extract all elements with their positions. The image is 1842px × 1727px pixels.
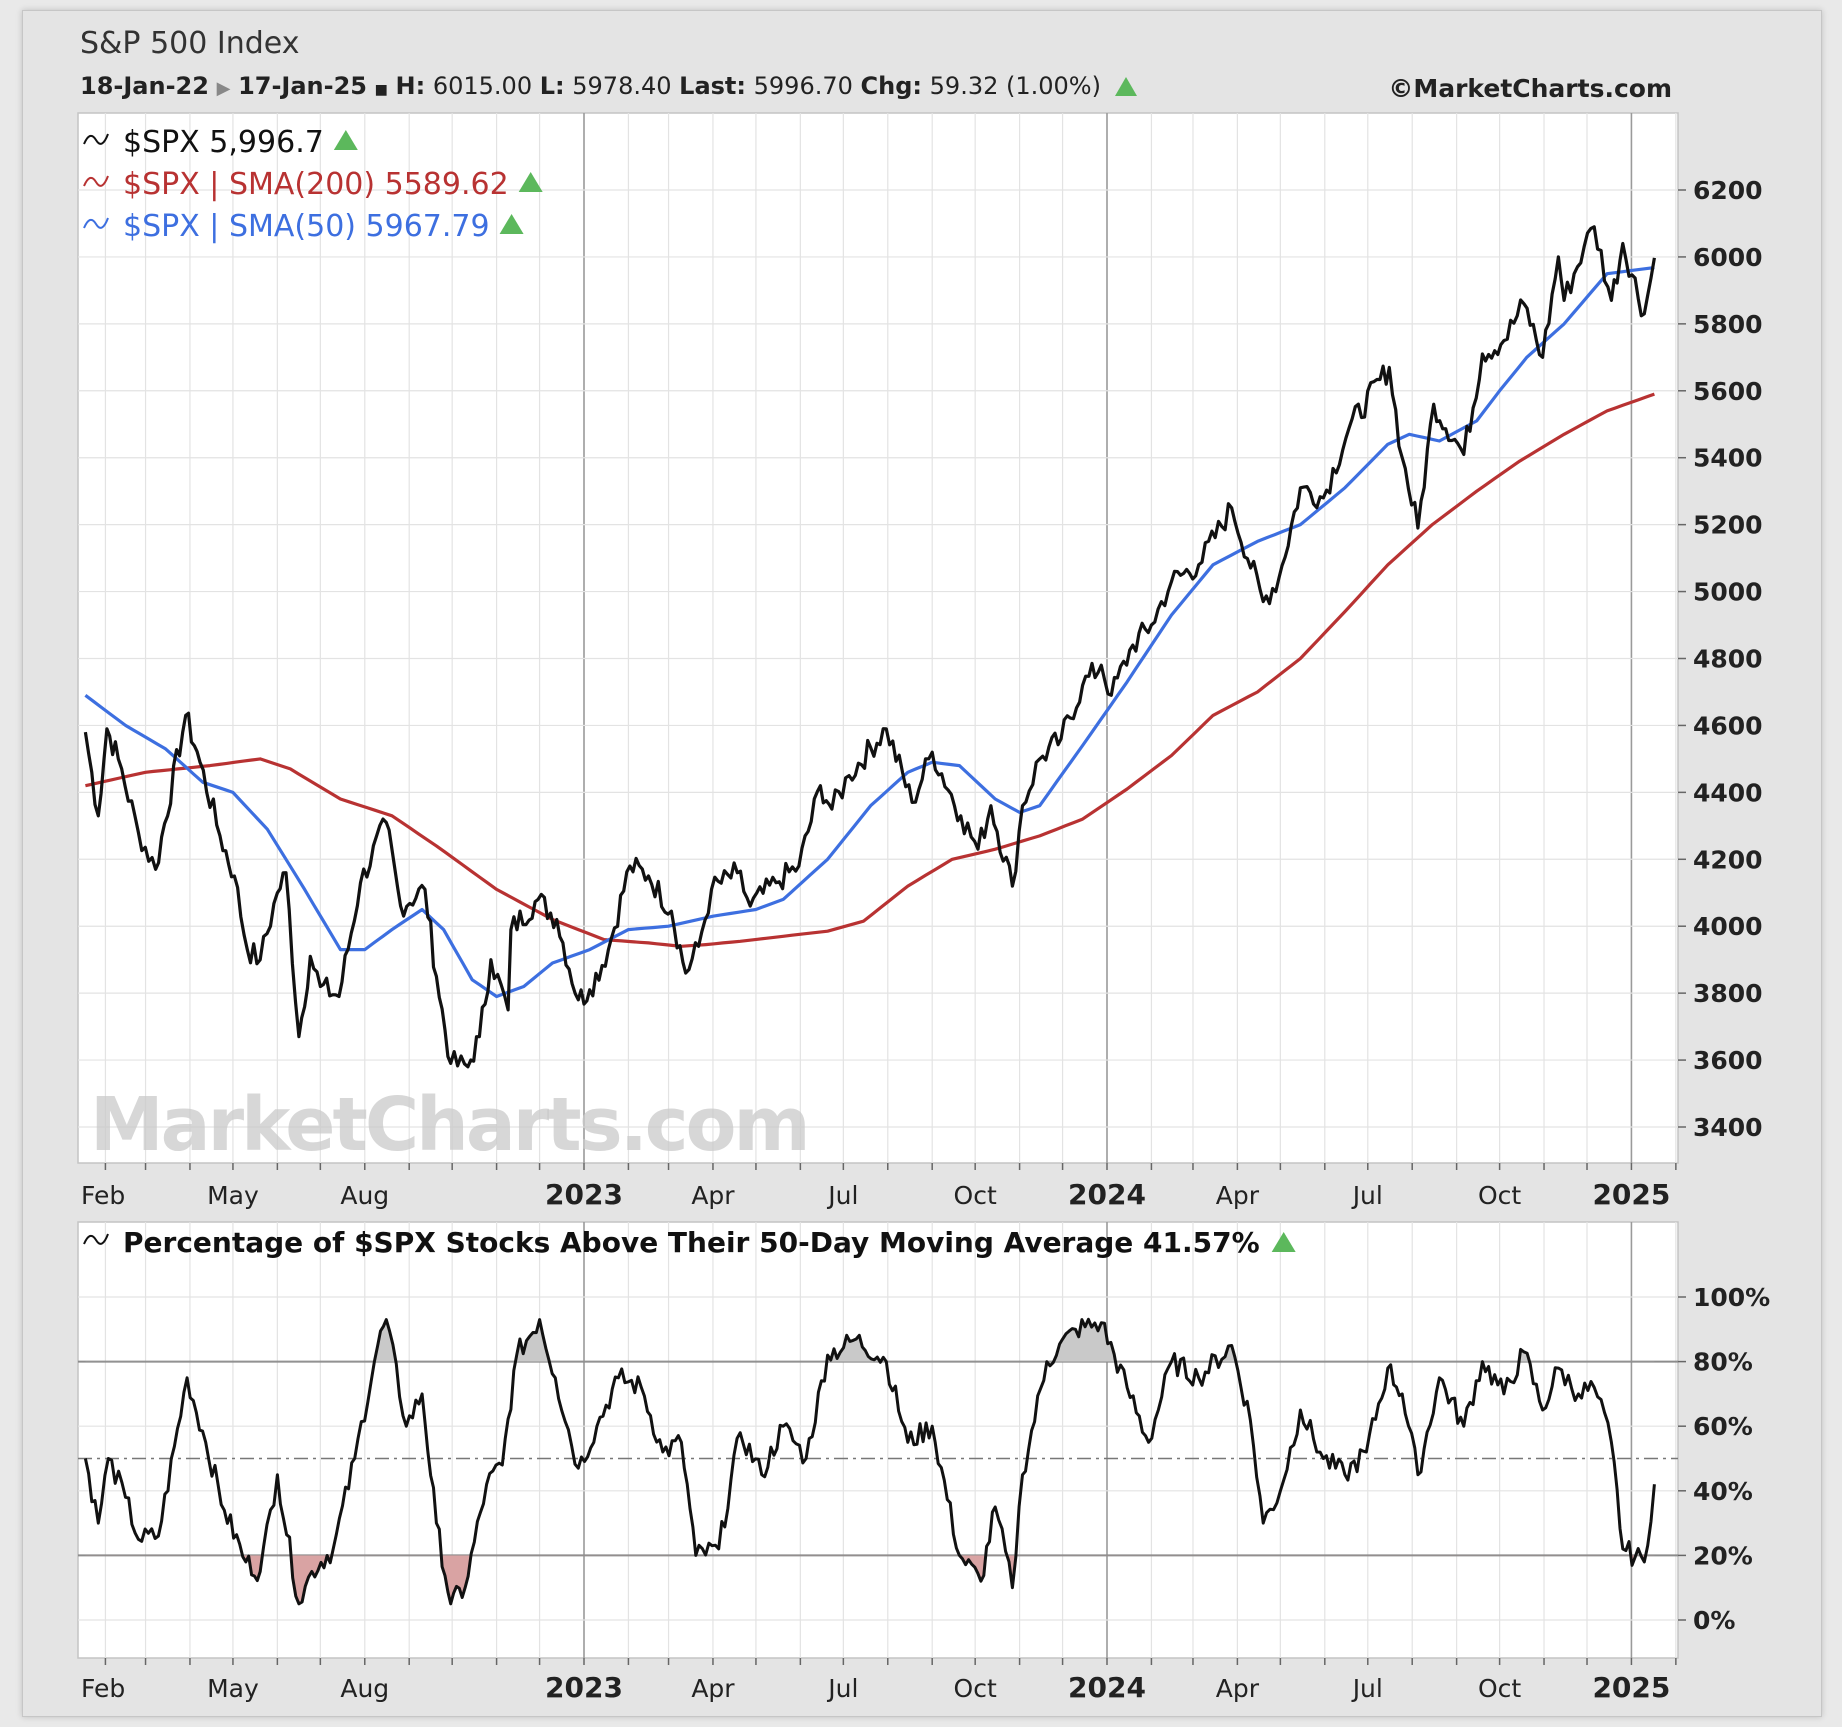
chart-title: S&P 500 Index — [80, 26, 300, 61]
breadth-x-tick-label: Jul — [1351, 1674, 1383, 1703]
price-y-tick-label: 6200 — [1693, 176, 1763, 205]
copyright-text: ©MarketCharts.com — [1388, 74, 1672, 103]
up-triangle-icon — [1114, 77, 1137, 96]
up-triangle-icon — [333, 130, 358, 150]
breadth-x-tick-label: Jul — [826, 1674, 858, 1703]
up-triangle-icon — [1271, 1232, 1296, 1252]
square-icon: ■ — [374, 82, 388, 98]
legend-line-icon — [83, 217, 109, 229]
price-y-tick-label: 5200 — [1693, 511, 1763, 540]
price-x-tick-label: Jul — [1351, 1181, 1383, 1210]
legend-line-icon — [83, 175, 109, 187]
low-label: L: — [539, 72, 565, 100]
price-x-tick-label: Jul — [826, 1181, 858, 1210]
play-icon: ▶ — [216, 78, 231, 99]
price-x-tick-label: 2023 — [545, 1178, 623, 1211]
high-value: 6015.00 — [432, 72, 533, 100]
breadth-x-tick-label: Aug — [340, 1674, 389, 1703]
low-value: 5978.40 — [572, 72, 672, 100]
breadth-x-tick-label: 2024 — [1068, 1671, 1146, 1704]
price-grid: 3400 3600 3800 4000 4200 4400 4600 4800 5000 5200… — [78, 113, 1763, 1211]
breadth-grid: 0% 20% 40% 60% 80% 100% Feb May Aug 2023 Apr Jul Oct… — [78, 1222, 1770, 1704]
price-y-tick-label: 3800 — [1693, 979, 1763, 1008]
breadth-legend-label: Percentage of $SPX Stocks Above Their 50… — [123, 1226, 1260, 1259]
date-range-end: 17-Jan-25 — [238, 72, 367, 100]
price-y-tick-label: 4800 — [1693, 645, 1763, 674]
up-triangle-icon — [518, 172, 543, 192]
breadth-x-tick-label: 2025 — [1592, 1671, 1670, 1704]
change-value: 59.32 (1.00%) — [929, 72, 1101, 100]
price-y-tick-label: 6000 — [1693, 243, 1763, 272]
legend-label-1: $SPX | SMA(200) 5589.62 — [123, 167, 509, 202]
price-x-tick-label: 2025 — [1592, 1178, 1670, 1211]
breadth-y-tick-label: 100% — [1693, 1283, 1770, 1312]
chart-subtitle: 18-Jan-22 ▶ 17-Jan-25 ■ H: 6015.00 L: 59… — [80, 72, 1137, 100]
breadth-x-tick-label: Oct — [954, 1674, 997, 1703]
price-y-tick-label: 5600 — [1693, 377, 1763, 406]
breadth-y-tick-label: 40% — [1693, 1477, 1753, 1506]
price-y-tick-label: 3600 — [1693, 1046, 1763, 1075]
legend-line-icon — [83, 1233, 109, 1245]
price-y-tick-label: 5800 — [1693, 310, 1763, 339]
series-line--spx — [83, 225, 1656, 1069]
price-y-tick-label: 4000 — [1693, 912, 1763, 941]
price-x-tick-label: 2024 — [1068, 1178, 1146, 1211]
price-x-tick-label: Oct — [1478, 1181, 1521, 1210]
breadth-plot-area — [77, 1221, 1679, 1659]
date-range-start: 18-Jan-22 — [80, 72, 209, 100]
price-x-tick-label: Aug — [340, 1181, 389, 1210]
price-y-tick-label: 4400 — [1693, 778, 1763, 807]
breadth-x-tick-label: May — [207, 1674, 259, 1703]
series-line-percent-above-50dma — [83, 1317, 1656, 1606]
change-label: Chg: — [860, 72, 923, 100]
breadth-x-tick-label: Feb — [81, 1674, 125, 1703]
series-line-sma-200- — [85, 392, 1655, 948]
price-y-tick-label: 4200 — [1693, 845, 1763, 874]
price-x-tick-label: May — [207, 1181, 259, 1210]
price-y-tick-label: 5400 — [1693, 444, 1763, 473]
price-y-tick-label: 3400 — [1693, 1113, 1763, 1142]
legend-label-0: $SPX 5,996.7 — [123, 125, 324, 160]
breadth-x-tick-label: Apr — [1216, 1674, 1260, 1703]
legend-line-icon — [83, 133, 109, 145]
breadth-y-tick-label: 20% — [1693, 1541, 1753, 1570]
price-x-tick-label: Oct — [954, 1181, 997, 1210]
price-plot-area — [77, 112, 1679, 1164]
breadth-x-tick-label: Apr — [691, 1674, 735, 1703]
watermark-logo: MarketCharts.com — [90, 1082, 808, 1168]
breadth-y-tick-label: 60% — [1693, 1412, 1753, 1441]
breadth-x-tick-label: Oct — [1478, 1674, 1521, 1703]
price-y-tick-label: 4600 — [1693, 711, 1763, 740]
up-triangle-icon — [499, 214, 524, 234]
breadth-y-tick-label: 80% — [1693, 1348, 1753, 1377]
price-y-tick-label: 5000 — [1693, 578, 1763, 607]
breadth-y-tick-label: 0% — [1693, 1606, 1735, 1635]
legend-label-2: $SPX | SMA(50) 5967.79 — [123, 209, 490, 244]
price-x-tick-label: Apr — [691, 1181, 735, 1210]
breadth-x-tick-label: 2023 — [545, 1671, 623, 1704]
price-x-tick-label: Apr — [1216, 1181, 1260, 1210]
last-value: 5996.70 — [753, 72, 853, 100]
last-label: Last: — [679, 72, 746, 100]
price-x-tick-label: Feb — [81, 1181, 125, 1210]
high-label: H: — [395, 72, 426, 100]
